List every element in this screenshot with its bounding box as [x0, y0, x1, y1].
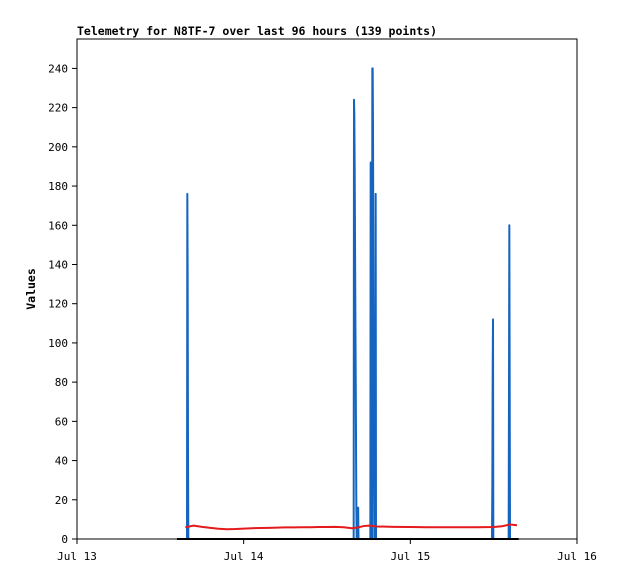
- y-tick-label: 240: [48, 62, 68, 75]
- y-tick-label: 100: [48, 337, 68, 350]
- y-tick-label: 0: [61, 533, 68, 546]
- y-tick-label: 200: [48, 141, 68, 154]
- x-tick-label: Jul 15: [390, 550, 430, 563]
- chart-title: Telemetry for N8TF-7 over last 96 hours …: [77, 24, 437, 38]
- series-line-1: [186, 67, 511, 540]
- y-axis-label: Values: [24, 268, 38, 310]
- plot-frame: [76, 38, 578, 540]
- series-line-2: [185, 523, 518, 531]
- y-tick-label: 60: [55, 415, 68, 428]
- y-tick-label: 120: [48, 298, 68, 311]
- x-tick-label: Jul 13: [57, 550, 97, 563]
- y-tick-label: 80: [55, 376, 68, 389]
- y-tick-label: 140: [48, 258, 68, 271]
- y-tick-label: 160: [48, 219, 68, 232]
- y-tick-label: 40: [55, 455, 68, 468]
- y-tick-label: 180: [48, 180, 68, 193]
- data-series: [177, 67, 519, 540]
- axis-ticks: 0 20 40 60 80 100 120 140 160 180 200 220 240 Jul 13 J…: [48, 62, 597, 563]
- x-tick-label: Jul 16: [557, 550, 597, 563]
- y-tick-label: 220: [48, 102, 68, 115]
- x-tick-label: Jul 14: [224, 550, 264, 563]
- y-tick-label: 20: [55, 494, 68, 507]
